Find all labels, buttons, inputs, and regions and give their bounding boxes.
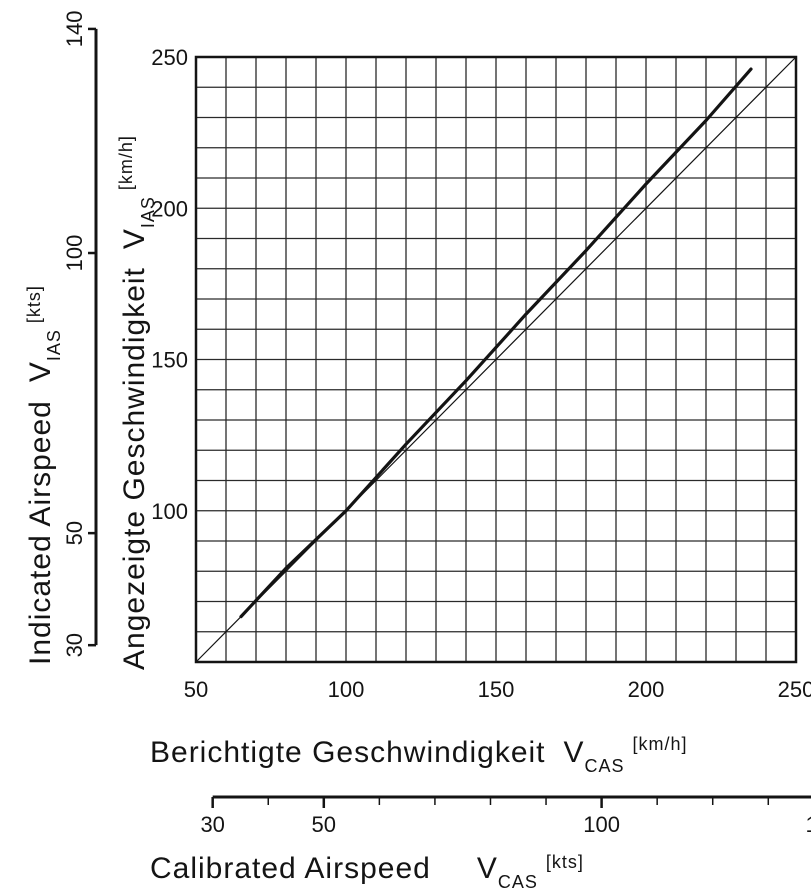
y-kts-axis: 30 50 100 140 <box>62 11 98 657</box>
x-kmh-tick-label: 200 <box>628 677 665 702</box>
x-kmh-axis-title: Berichtigte Geschwindigkeit VCAS[km/h] <box>150 734 688 776</box>
y-kts-axis-title: Indicated AirspeedVIAS[kts] <box>24 285 64 665</box>
x-kmh-tick-label: 250 <box>778 677 811 702</box>
x-kts-axis-title: Calibrated Airspeed VCAS[kts] <box>150 852 584 892</box>
x-kmh-tick-label: 50 <box>184 677 208 702</box>
y-kmh-tick-labels: 100 150 200 250 <box>151 45 188 524</box>
calibration-curve <box>239 67 753 619</box>
y-kts-tick-label: 100 <box>62 235 87 272</box>
series-layer <box>195 56 797 663</box>
y-kts-tick-label: 140 <box>62 11 87 48</box>
y-kmh-tick-label: 100 <box>151 499 188 524</box>
x-kmh-tick-labels: 50 100 150 200 250 <box>184 677 811 702</box>
x-kmh-tick-label: 100 <box>328 677 365 702</box>
x-kts-axis: 30 50 100 140 <box>200 795 811 837</box>
y-kmh-tick-label: 150 <box>151 348 188 373</box>
y-kts-tick-label: 50 <box>62 521 87 545</box>
plot-frame <box>194 55 798 664</box>
x-kts-tick-label: 30 <box>200 812 224 837</box>
y-kmh-tick-label: 250 <box>151 45 188 70</box>
x-kmh-tick-label: 150 <box>478 677 515 702</box>
reference-diagonal <box>195 56 797 663</box>
y-kmh-axis-title: Angezeigte GeschwindigkeitVIAS[km/h] <box>116 135 158 670</box>
plot-grid <box>195 56 797 663</box>
y-kts-tick-label: 30 <box>62 633 87 657</box>
x-kts-tick-label: 100 <box>583 812 620 837</box>
x-kts-tick-label: 50 <box>312 812 336 837</box>
x-kts-tick-label: 140 <box>805 812 811 837</box>
y-kmh-tick-label: 200 <box>151 196 188 221</box>
